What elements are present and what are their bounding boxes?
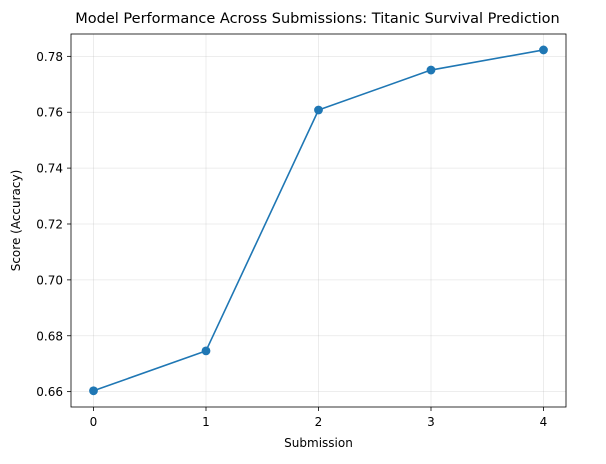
- tick-layer: 0 1 2 3 4 0.66 0.68 0.70 0.72 0.74 0.76 0.78: [36, 50, 547, 429]
- data-point: [201, 346, 211, 356]
- y-tick-label: 0.72: [36, 217, 63, 231]
- y-tick-label: 0.68: [36, 329, 63, 343]
- x-tick-label: 2: [315, 415, 323, 429]
- data-point: [539, 45, 548, 55]
- y-tick-label: 0.78: [36, 50, 63, 64]
- y-tick-label: 0.70: [36, 273, 63, 287]
- x-tick-label: 1: [202, 415, 210, 429]
- data-point: [89, 386, 98, 396]
- data-point: [426, 65, 436, 75]
- data-point: [314, 105, 323, 115]
- marker-layer: [89, 45, 548, 396]
- x-axis-label: Submission: [284, 436, 353, 450]
- y-axis-label: Score (Accuracy): [9, 170, 23, 272]
- y-tick-label: 0.74: [36, 162, 63, 176]
- y-tick-label: 0.66: [36, 385, 63, 399]
- x-tick-label: 4: [540, 415, 548, 429]
- y-tick-label: 0.76: [36, 106, 63, 120]
- x-tick-label: 3: [427, 415, 435, 429]
- x-tick-label: 0: [90, 415, 98, 429]
- chart-title: Model Performance Across Submissions: Ti…: [75, 11, 559, 27]
- grid-layer: [71, 34, 566, 407]
